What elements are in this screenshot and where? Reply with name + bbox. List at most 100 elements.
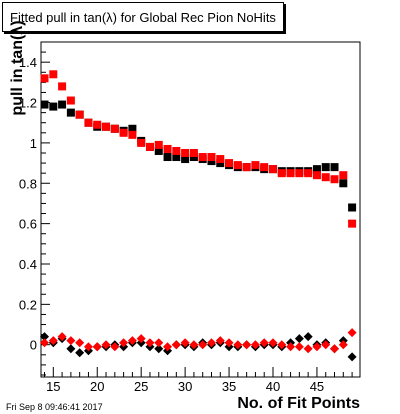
data-point-diamond	[66, 344, 76, 354]
data-point-diamond	[233, 340, 243, 350]
data-point-diamond	[92, 342, 102, 352]
data-point-square	[312, 171, 321, 180]
data-point-square	[49, 70, 58, 79]
y-tick-label: 0.2	[19, 297, 37, 312]
data-point-square	[93, 120, 102, 129]
data-point-square	[75, 110, 84, 119]
data-point-square	[295, 169, 304, 178]
x-tick-label: 45	[310, 379, 324, 394]
data-point-square	[216, 159, 225, 168]
data-point-diamond	[57, 332, 67, 342]
data-point-square	[66, 108, 75, 117]
data-point-diamond	[312, 342, 322, 352]
data-marks-group	[40, 70, 357, 362]
data-point-diamond	[338, 340, 348, 350]
y-tick-label: 0	[30, 338, 37, 353]
data-point-square	[181, 155, 190, 164]
title-box: Fitted pull in tan(λ) for Global Rec Pio…	[2, 2, 284, 32]
data-point-square	[348, 203, 357, 212]
data-point-square	[137, 138, 146, 147]
data-point-diamond	[206, 338, 216, 348]
data-point-diamond	[250, 340, 260, 350]
data-point-square	[66, 96, 75, 105]
data-point-square	[84, 118, 93, 127]
data-point-square	[110, 124, 119, 133]
data-point-diamond	[75, 338, 85, 348]
data-point-square	[339, 171, 348, 180]
x-tick-label: 25	[134, 379, 148, 394]
data-point-square	[102, 122, 111, 131]
data-point-square	[321, 173, 330, 182]
y-tick-label: 0.6	[19, 217, 37, 232]
data-point-diamond	[198, 340, 208, 350]
data-point-square	[40, 74, 49, 83]
data-point-square	[49, 102, 58, 111]
data-point-square	[339, 179, 348, 188]
data-point-square	[181, 148, 190, 157]
y-tick-label: 0.4	[19, 257, 37, 272]
data-point-diamond	[286, 342, 296, 352]
x-tick-label: 20	[90, 379, 104, 394]
data-point-square	[172, 146, 181, 155]
data-point-square	[330, 163, 339, 172]
data-point-diamond	[268, 338, 278, 348]
data-point-square	[321, 163, 330, 172]
data-point-diamond	[145, 338, 155, 348]
data-point-square	[145, 142, 154, 151]
y-tick-label: 0.8	[19, 176, 37, 191]
data-point-square	[251, 161, 260, 170]
data-point-diamond	[303, 344, 313, 354]
data-point-diamond	[224, 338, 234, 348]
data-point-square	[269, 165, 277, 174]
data-point-square	[233, 161, 242, 170]
data-point-diamond	[259, 338, 269, 348]
data-point-diamond	[83, 342, 93, 352]
data-point-diamond	[101, 340, 111, 350]
data-point-square	[189, 148, 198, 157]
data-point-diamond	[321, 340, 331, 350]
data-point-diamond	[136, 334, 146, 344]
data-point-square	[40, 100, 49, 109]
data-point-square	[216, 155, 225, 164]
chart-title: Fitted pull in tan(λ) for Global Rec Pio…	[10, 9, 276, 25]
y-tick-label: 1.2	[19, 96, 37, 111]
data-point-square	[163, 144, 172, 153]
data-point-square	[242, 163, 251, 172]
data-point-square	[207, 157, 216, 166]
data-point-square	[189, 153, 198, 162]
data-point-diamond	[40, 338, 50, 348]
data-point-square	[348, 219, 357, 228]
data-point-diamond	[242, 340, 252, 350]
data-point-diamond	[48, 336, 58, 346]
data-point-square	[260, 163, 269, 172]
data-point-square	[286, 169, 295, 178]
data-point-diamond	[180, 338, 190, 348]
data-point-diamond	[277, 340, 287, 350]
data-point-diamond	[163, 342, 173, 352]
x-tick-label: 40	[266, 379, 280, 394]
data-point-diamond	[127, 336, 137, 346]
data-point-square	[128, 130, 137, 139]
data-point-square	[225, 159, 234, 168]
data-point-square	[172, 153, 181, 162]
data-point-diamond	[171, 340, 181, 350]
data-point-diamond	[110, 342, 120, 352]
y-axis-label: pull in tan(λ)	[9, 20, 26, 116]
y-tick-label: 1.4	[19, 55, 37, 70]
data-point-diamond	[154, 344, 164, 354]
data-point-square	[198, 153, 207, 162]
data-point-square	[312, 165, 321, 174]
data-point-square	[304, 169, 313, 178]
data-point-diamond	[154, 338, 164, 348]
data-point-diamond	[303, 332, 313, 342]
x-tick-label: 35	[222, 379, 236, 394]
data-point-square	[330, 175, 339, 184]
data-point-diamond	[330, 344, 340, 354]
axes-group: 15 20 25 30 35 40 45 0 0.2 0.4 0.6 0.8 1 1.2 1.4	[19, 41, 353, 394]
x-tick-label: 30	[178, 379, 192, 394]
data-point-diamond	[294, 334, 304, 344]
data-point-square	[58, 82, 67, 91]
datestamp: Fri Sep 8 09:46:41 2017	[6, 402, 103, 412]
plot-frame	[40, 41, 361, 378]
